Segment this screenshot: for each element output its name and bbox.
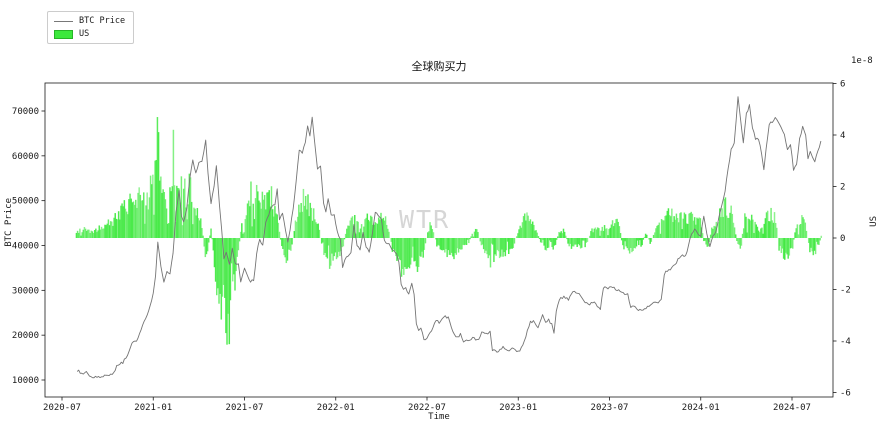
us-bars <box>75 117 823 345</box>
x-axis-ticks: 2020-07 2021-01 2021-07 2022-01 2022-07 2023-… <box>43 397 811 413</box>
svg-text:2023-01: 2023-01 <box>499 403 537 413</box>
svg-text:2023-07: 2023-07 <box>591 403 629 413</box>
svg-text:2024-01: 2024-01 <box>682 403 720 413</box>
svg-text:2024-07: 2024-07 <box>773 403 811 413</box>
svg-text:6: 6 <box>840 80 845 90</box>
svg-text:4: 4 <box>840 131 845 141</box>
right-axis-label: US <box>869 216 879 227</box>
legend-label-btc-price: BTC Price <box>79 16 126 26</box>
svg-text:70000: 70000 <box>12 107 39 117</box>
legend-item-us: US <box>54 29 125 39</box>
left-axis-label: BTC Price <box>4 198 14 247</box>
right-axis-offset-label: 1e-8 <box>851 56 873 66</box>
svg-text:-4: -4 <box>840 337 851 347</box>
legend-item-btc-price: BTC Price <box>54 16 125 26</box>
svg-text:2022-01: 2022-01 <box>317 403 355 413</box>
btc-line-swatch <box>54 20 73 22</box>
svg-text:0: 0 <box>840 234 845 244</box>
svg-text:2: 2 <box>840 183 845 193</box>
svg-text:-6: -6 <box>840 389 851 399</box>
svg-text:20000: 20000 <box>12 331 39 341</box>
btc-price-line <box>76 96 822 379</box>
watermark-text: WTR <box>399 205 451 234</box>
svg-text:2021-07: 2021-07 <box>226 403 264 413</box>
right-axis-ticks: -6 -4 -2 0 2 4 6 <box>833 80 851 399</box>
svg-text:2020-07: 2020-07 <box>43 403 81 413</box>
x-axis-label: Time <box>428 412 450 422</box>
svg-text:2021-01: 2021-01 <box>134 403 172 413</box>
svg-text:10000: 10000 <box>12 376 39 386</box>
svg-text:30000: 30000 <box>12 286 39 296</box>
us-patch-swatch <box>54 29 73 39</box>
legend-label-us: US <box>79 29 90 39</box>
axes-spines <box>44 82 834 398</box>
chart-title: 全球购买力 <box>411 60 467 73</box>
svg-text:60000: 60000 <box>12 152 39 162</box>
svg-text:50000: 50000 <box>12 197 39 207</box>
legend: BTC Price US <box>47 11 135 44</box>
svg-text:-2: -2 <box>840 286 851 296</box>
svg-text:2022-07: 2022-07 <box>408 403 446 413</box>
svg-text:40000: 40000 <box>12 242 39 252</box>
left-axis-ticks: 10000 20000 30000 40000 50000 60000 70000 <box>12 107 45 386</box>
